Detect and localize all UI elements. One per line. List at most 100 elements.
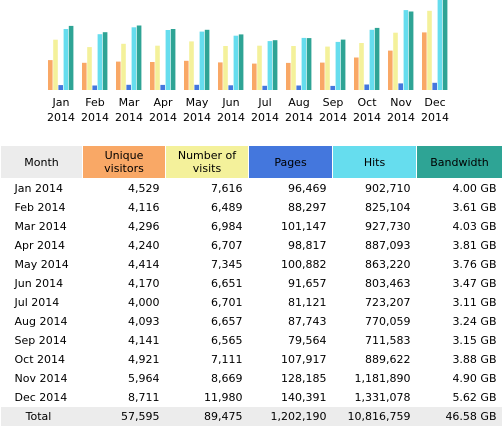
cell-pages: 79,564	[249, 331, 333, 350]
cell-visits: 6,701	[166, 293, 249, 312]
bar-visits-jan	[53, 40, 58, 90]
cell-hits: 711,583	[333, 331, 417, 350]
bar-hits-nov	[404, 10, 409, 90]
x-label-year: 2014	[353, 111, 381, 124]
cell-hits: 1,331,078	[333, 388, 417, 407]
bar-pages-aug	[296, 86, 301, 91]
x-label-year: 2014	[217, 111, 245, 124]
cell-month: Oct 2014	[1, 350, 83, 369]
bar-bandwidth-jan	[69, 26, 74, 90]
cell-visits: 8,669	[166, 369, 249, 388]
cell-hits: 1,181,890	[333, 369, 417, 388]
bar-hits-apr	[166, 30, 171, 90]
bar-bandwidth-sep	[341, 40, 346, 90]
header-month: Month	[1, 146, 83, 179]
bar-visitors-may	[184, 61, 189, 90]
header-unique-visitors-line2: visitors	[104, 162, 144, 175]
cell-visits: 6,489	[166, 198, 249, 217]
bar-bandwidth-feb	[103, 32, 108, 90]
cell-month: Sep 2014	[1, 331, 83, 350]
bar-hits-sep	[336, 42, 341, 90]
bar-visitors-jul	[252, 64, 257, 90]
bar-bandwidth-nov	[409, 12, 414, 91]
header-number-of-visits: Number of visits	[166, 146, 249, 179]
cell-bandwidth: 5.62 GB	[417, 388, 502, 407]
chart-bars	[48, 0, 447, 90]
cell-bandwidth: 4.90 GB	[417, 369, 502, 388]
bar-bandwidth-oct	[375, 28, 380, 90]
cell-month: Jul 2014	[1, 293, 83, 312]
bar-visits-aug	[291, 46, 296, 90]
cell-visitors: 5,964	[83, 369, 166, 388]
bar-visitors-mar	[116, 62, 121, 90]
cell-pages: 101,147	[249, 217, 333, 236]
cell-bandwidth: 3.81 GB	[417, 236, 502, 255]
bar-hits-jun	[234, 36, 239, 90]
header-bandwidth-label: Bandwidth	[430, 156, 489, 169]
cell-pages: 140,391	[249, 388, 333, 407]
x-label-month: Aug	[288, 96, 309, 109]
cell-month: Nov 2014	[1, 369, 83, 388]
bar-visits-jul	[257, 46, 262, 90]
x-label-year: 2014	[115, 111, 143, 124]
header-bandwidth: Bandwidth	[417, 146, 502, 179]
x-label-month: Dec	[424, 96, 445, 109]
x-label-month: Jun	[221, 96, 239, 109]
bar-hits-aug	[302, 38, 307, 90]
bar-pages-sep	[330, 86, 335, 90]
bar-pages-jul	[262, 86, 267, 90]
x-label-year: 2014	[47, 111, 75, 124]
bar-bandwidth-jul	[273, 40, 278, 90]
cell-visits: 6,651	[166, 274, 249, 293]
x-label-month: Mar	[119, 96, 140, 109]
bar-pages-may	[194, 85, 199, 90]
cell-bandwidth: 3.47 GB	[417, 274, 502, 293]
table-header-row: Month Unique visitors Number of visits P…	[1, 146, 502, 179]
cell-pages: 81,121	[249, 293, 333, 312]
cell-month: Jun 2014	[1, 274, 83, 293]
cell-visits: 7,345	[166, 255, 249, 274]
bar-hits-feb	[98, 34, 103, 90]
bar-visitors-nov	[388, 51, 393, 90]
bar-visits-nov	[393, 33, 398, 90]
cell-visitors: 4,240	[83, 236, 166, 255]
x-label-month: May	[186, 96, 209, 109]
bar-bandwidth-jun	[239, 34, 244, 90]
bar-hits-may	[200, 32, 205, 90]
x-label-year: 2014	[149, 111, 177, 124]
bar-visits-may	[189, 41, 194, 90]
cell-visits: 11,980	[166, 388, 249, 407]
x-label-year: 2014	[387, 111, 415, 124]
cell-pages: 100,882	[249, 255, 333, 274]
x-label-month: Jul	[257, 96, 271, 109]
bar-visitors-jun	[218, 62, 223, 90]
bar-hits-mar	[132, 27, 137, 90]
bar-visits-mar	[121, 44, 126, 90]
cell-visits: 7,616	[166, 179, 249, 198]
bar-visitors-jan	[48, 60, 53, 90]
cell-pages: 88,297	[249, 198, 333, 217]
x-label-year: 2014	[319, 111, 347, 124]
cell-pages: 87,743	[249, 312, 333, 331]
x-label-month: Nov	[390, 96, 412, 109]
cell-visitors: 4,141	[83, 331, 166, 350]
bar-bandwidth-apr	[171, 29, 176, 90]
cell-visits: 7,111	[166, 350, 249, 369]
cell-hits: 825,104	[333, 198, 417, 217]
header-month-label: Month	[24, 156, 58, 169]
cell-bandwidth: 3.76 GB	[417, 255, 502, 274]
header-pages-label: Pages	[274, 156, 306, 169]
cell-visits: 6,984	[166, 217, 249, 236]
cell-hits: 803,463	[333, 274, 417, 293]
cell-pages: 128,185	[249, 369, 333, 388]
cell-visitors: 4,414	[83, 255, 166, 274]
